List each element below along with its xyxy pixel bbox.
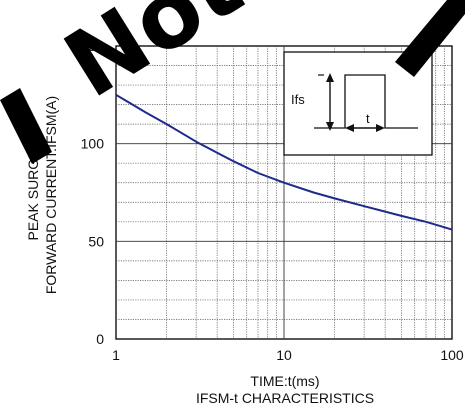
tick-labels: 0 50 100 150 1 10 100	[81, 38, 464, 363]
chart-title: IFSM-t CHARACTERISTICS	[196, 390, 374, 406]
time-arrow-head-right	[376, 124, 385, 132]
x-tick-label: 10	[276, 347, 292, 363]
watermark-stroke-left	[0, 88, 52, 164]
y-tick-label: 150	[81, 38, 105, 54]
x-tick-label: 100	[440, 347, 464, 363]
watermark-stroke-right	[395, 0, 465, 77]
series-layer	[115, 93, 453, 231]
y-tick-label: 100	[81, 136, 105, 152]
current-arrow-head-down	[326, 122, 334, 131]
pulse-waveform	[314, 74, 418, 129]
x-tick-label: 1	[112, 347, 120, 363]
x-axis-label: TIME:t(ms)	[250, 373, 319, 389]
y-axis-label-line2: FORWARD CURRENT:IFSM(A)	[43, 96, 59, 294]
current-arrow-head-up	[326, 73, 334, 82]
series-line	[115, 93, 453, 231]
time-arrow-head-left	[345, 124, 354, 132]
inset-time-label: t	[366, 111, 370, 126]
y-tick-label: 0	[96, 331, 104, 347]
inset-current-label: Ifs	[291, 92, 305, 107]
y-axis-label-line1: PEAK SURGE	[25, 149, 41, 240]
y-tick-label: 50	[88, 233, 104, 249]
